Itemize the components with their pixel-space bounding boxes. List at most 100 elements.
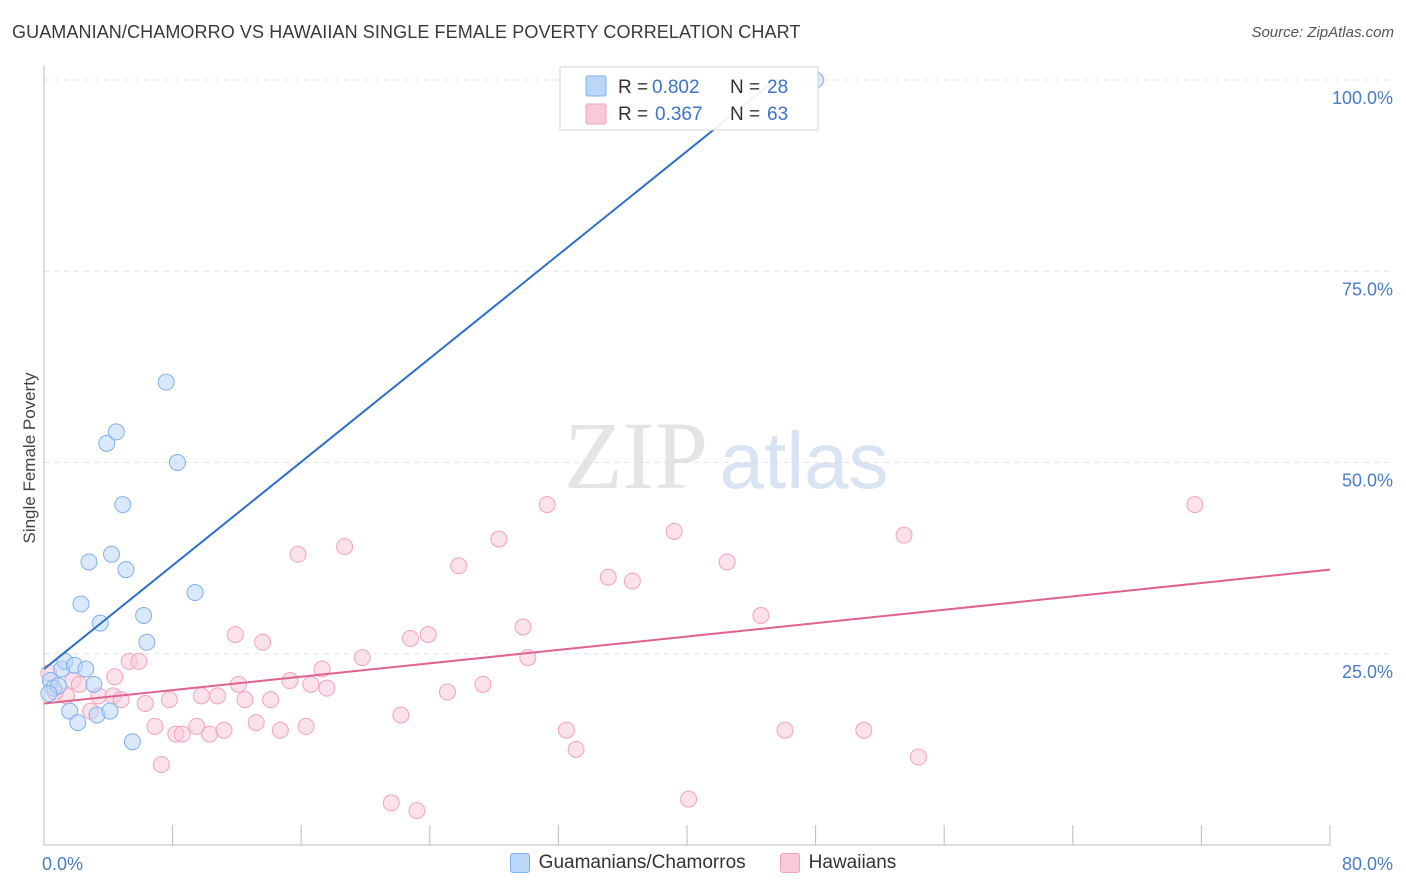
point-hawaiian	[490, 530, 508, 548]
watermark-zip: ZIP	[564, 402, 708, 509]
point-hawaiian	[450, 557, 468, 575]
stats-r-label-hawaiian: R =	[618, 104, 648, 125]
point-hawaiian	[474, 675, 492, 693]
point-hawaiian	[623, 572, 641, 590]
point-hawaiian	[271, 721, 289, 739]
y-axis-label: Single Female Poverty	[20, 372, 39, 544]
point-guamanian	[80, 553, 98, 571]
stats-r-label-guamanian: R =	[618, 77, 648, 98]
point-hawaiian	[665, 522, 683, 540]
point-hawaiian	[262, 691, 280, 709]
point-guamanian	[77, 660, 95, 678]
point-guamanian	[69, 714, 87, 732]
stats-n-label-hawaiian: N =	[730, 104, 760, 125]
x-tick-labels: 0.0% 80.0%	[42, 854, 1393, 874]
y-tick-label-50: 50.0%	[1342, 471, 1393, 491]
trend-lines	[43, 79, 1331, 705]
point-hawaiian	[353, 649, 371, 667]
point-hawaiian	[752, 607, 770, 624]
point-hawaiian	[193, 687, 211, 705]
point-hawaiian	[302, 675, 320, 693]
point-guamanian	[107, 423, 125, 441]
point-hawaiian	[776, 721, 794, 739]
point-hawaiian	[567, 740, 585, 758]
point-guamanian	[186, 584, 204, 602]
point-hawaiian	[160, 691, 178, 709]
point-hawaiian	[538, 496, 556, 514]
stats-r-value-guamanian: 0.802	[652, 77, 700, 98]
point-hawaiian	[336, 538, 354, 556]
point-hawaiian	[146, 717, 164, 735]
stats-r-value-hawaiian: 0.367	[655, 104, 703, 125]
point-guamanian	[40, 685, 58, 703]
data-points	[40, 71, 1204, 820]
point-hawaiian	[599, 568, 617, 586]
point-hawaiian	[281, 672, 299, 690]
series-legend: Guamanians/Chamorros Hawaiians	[0, 852, 1406, 874]
legend-swatch-guamanian	[509, 853, 530, 873]
x-tick-label-min: 0.0%	[42, 854, 83, 874]
stats-n-value-guamanian: 28	[767, 77, 788, 98]
point-hawaiian	[438, 683, 456, 701]
point-guamanian	[103, 545, 121, 563]
point-hawaiian	[201, 725, 219, 743]
point-hawaiian	[226, 626, 244, 644]
point-guamanian	[85, 675, 103, 693]
y-tick-label-75: 75.0%	[1342, 279, 1393, 299]
point-hawaiian	[382, 794, 400, 812]
stats-swatch-guamanian	[585, 75, 607, 97]
chart-source: Source: ZipAtlas.com	[1251, 24, 1394, 41]
legend-item-guamanian: Guamanians/Chamorros	[509, 852, 746, 874]
point-hawaiian	[909, 748, 927, 766]
point-guamanian	[114, 496, 132, 514]
trend-line-hawaiian	[43, 568, 1331, 705]
point-guamanian	[135, 607, 153, 624]
y-tick-labels: 25.0% 50.0% 75.0% 100.0%	[1332, 88, 1393, 682]
stats-swatch-hawaiian	[585, 103, 607, 125]
point-hawaiian	[130, 652, 148, 670]
stats-n-label-guamanian: N =	[730, 77, 760, 98]
point-hawaiian	[209, 687, 227, 705]
chart-title: GUAMANIAN/CHAMORRO VS HAWAIIAN SINGLE FE…	[12, 22, 801, 42]
point-hawaiian	[718, 553, 736, 571]
point-hawaiian	[70, 675, 88, 693]
point-hawaiian	[136, 694, 154, 712]
point-hawaiian	[215, 721, 233, 739]
point-hawaiian	[313, 660, 331, 678]
point-guamanian	[157, 373, 175, 391]
point-hawaiian	[254, 633, 272, 651]
legend-swatch-hawaiian	[779, 853, 800, 873]
legend-label-guamanian: Guamanians/Chamorros	[538, 852, 746, 873]
point-hawaiian	[152, 756, 170, 774]
point-guamanian	[101, 702, 119, 720]
point-hawaiian	[895, 526, 913, 544]
legend-item-hawaiian: Hawaiians	[779, 852, 897, 874]
point-hawaiian	[514, 618, 532, 636]
point-hawaiian	[318, 679, 336, 697]
point-guamanian	[123, 733, 141, 751]
stats-n-value-hawaiian: 63	[767, 104, 788, 125]
point-hawaiian	[106, 668, 124, 686]
point-hawaiian	[392, 706, 410, 724]
point-hawaiian	[1186, 496, 1204, 514]
point-hawaiian	[297, 717, 315, 735]
point-hawaiian	[289, 545, 307, 563]
x-tick-label-max: 80.0%	[1342, 854, 1393, 874]
point-hawaiian	[247, 714, 265, 732]
point-hawaiian	[188, 717, 206, 735]
point-hawaiian	[557, 721, 575, 739]
watermark: ZIP atlas	[564, 402, 888, 509]
point-hawaiian	[236, 691, 254, 709]
point-guamanian	[138, 633, 156, 651]
legend-label-hawaiian: Hawaiians	[808, 852, 897, 873]
point-hawaiian	[173, 725, 191, 743]
point-hawaiian	[855, 721, 873, 739]
watermark-atlas: atlas	[720, 416, 889, 505]
point-hawaiian	[680, 790, 698, 808]
axes	[43, 66, 1331, 846]
stats-legend: R = 0.802 N = 28 R = 0.367 N = 63	[559, 66, 819, 131]
point-guamanian	[168, 454, 186, 471]
point-guamanian	[117, 561, 135, 579]
trend-line-guamanian	[43, 79, 777, 670]
